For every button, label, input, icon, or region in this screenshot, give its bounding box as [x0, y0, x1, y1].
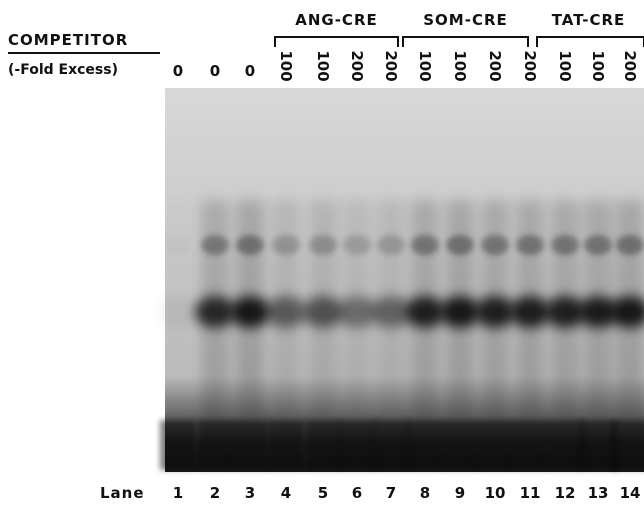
lane-label: Lane	[100, 484, 145, 502]
lane-number: 7	[386, 484, 396, 502]
upper-band	[377, 235, 405, 255]
upper-band	[516, 235, 544, 255]
excess-value: 200	[521, 50, 539, 81]
group-label: SOM-CRE	[423, 11, 508, 29]
excess-value: 200	[621, 50, 639, 81]
upper-band	[236, 235, 264, 255]
upper-band	[309, 235, 337, 255]
shift-band	[610, 296, 644, 328]
lane-number: 5	[318, 484, 328, 502]
upper-band	[584, 235, 612, 255]
lane-number: 13	[588, 484, 609, 502]
lane-number: 1	[173, 484, 183, 502]
upper-band	[616, 235, 644, 255]
shift-band	[371, 296, 411, 328]
excess-value: 100	[314, 50, 332, 81]
lane-number: 14	[620, 484, 641, 502]
free-probe	[612, 420, 644, 470]
upper-band	[343, 235, 371, 255]
excess-value: 100	[451, 50, 469, 81]
upper-band	[446, 235, 474, 255]
fold-excess-label: (-Fold Excess)	[8, 62, 118, 78]
shift-band	[303, 296, 343, 328]
excess-value: 200	[348, 50, 366, 81]
excess-value: 0	[173, 62, 183, 80]
shift-band	[230, 296, 270, 328]
shift-band	[510, 296, 550, 328]
shift-band	[337, 296, 377, 328]
excess-value: 100	[556, 50, 574, 81]
group-bracket	[274, 36, 399, 47]
shift-band	[578, 296, 618, 328]
shift-band	[545, 296, 585, 328]
excess-value: 0	[245, 62, 255, 80]
upper-band	[201, 235, 229, 255]
lane-number: 9	[455, 484, 465, 502]
competitor-title: COMPETITOR	[8, 31, 128, 49]
excess-value: 200	[382, 50, 400, 81]
upper-band	[551, 235, 579, 255]
shift-band	[405, 296, 445, 328]
excess-value: 100	[277, 50, 295, 81]
shift-band	[266, 296, 306, 328]
lane-number: 11	[520, 484, 541, 502]
lane-number: 4	[281, 484, 291, 502]
upper-band	[272, 235, 300, 255]
shift-band	[158, 296, 198, 328]
upper-band	[481, 235, 509, 255]
group-bracket	[402, 36, 529, 47]
excess-value: 100	[589, 50, 607, 81]
lane-number: 12	[555, 484, 576, 502]
excess-value: 0	[210, 62, 220, 80]
lane-number: 8	[420, 484, 430, 502]
lane-number: 10	[485, 484, 506, 502]
upper-band	[411, 235, 439, 255]
shift-band	[195, 296, 235, 328]
group-label: ANG-CRE	[295, 11, 378, 29]
group-label: TAT-CRE	[552, 11, 626, 29]
lane-number: 2	[210, 484, 220, 502]
group-bracket	[536, 36, 644, 47]
excess-value: 200	[486, 50, 504, 81]
lane-number: 3	[245, 484, 255, 502]
upper-band	[164, 235, 192, 255]
gel-lanes	[158, 200, 644, 470]
shift-band	[475, 296, 515, 328]
excess-value: 100	[416, 50, 434, 81]
shift-band	[440, 296, 480, 328]
lane-number: 6	[352, 484, 362, 502]
